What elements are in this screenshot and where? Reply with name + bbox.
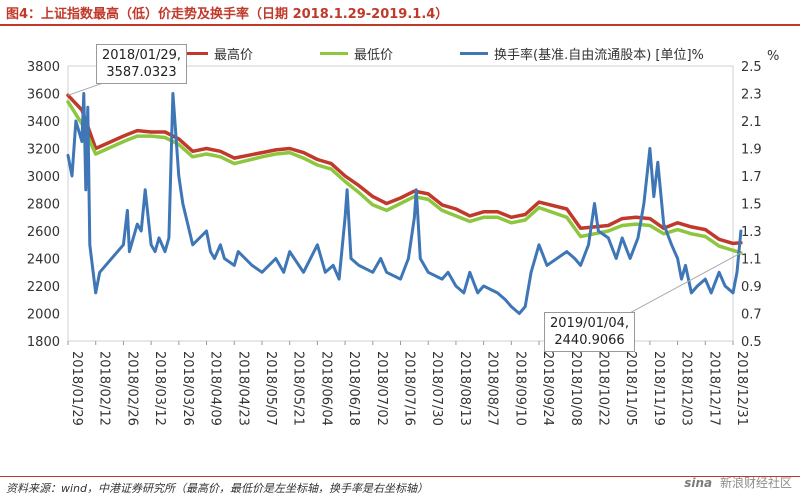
x-axis-tick-label: 2018/04/23	[235, 351, 250, 426]
left-axis-tick-label: 3800	[27, 60, 60, 75]
right-axis-tick-label: 2.3	[741, 88, 762, 103]
x-axis-tick-label: 2018/11/05	[623, 351, 638, 426]
legend-swatch-turnover	[460, 52, 488, 55]
max-callout: 2018/01/29, 3587.0323	[96, 44, 188, 84]
left-axis-tick-label: 3000	[27, 170, 60, 185]
legend-swatch-high	[180, 52, 208, 55]
x-axis-tick-label: 2018/12/03	[679, 351, 694, 426]
right-axis-tick-label: 1.1	[741, 253, 762, 268]
right-axis-tick-label: 0.9	[741, 280, 762, 295]
right-axis-tick-label: 2.1	[741, 115, 762, 130]
title-divider	[0, 24, 800, 26]
x-axis-tick-label: 2018/01/29	[69, 351, 84, 426]
x-axis-tick-label: 2018/11/19	[651, 351, 666, 426]
left-axis-tick-label: 2600	[27, 225, 60, 240]
source-note: 资料来源：wind，中港证券研究所（最高价，最低价是左坐标轴，换手率是右坐标轴）	[6, 482, 429, 495]
watermark: sina 新浪财经社区	[684, 474, 792, 491]
right-axis-tick-label: 1.5	[741, 198, 762, 213]
x-axis-tick-label: 2018/05/21	[291, 351, 306, 426]
series-line-turnover	[66, 92, 743, 315]
left-axis-tick-label: 3200	[27, 143, 60, 158]
x-axis-tick-label: 2018/10/22	[595, 351, 610, 426]
min-callout: 2019/01/04, 2440.9066	[544, 312, 636, 352]
max-callout-date: 2018/01/29,	[102, 48, 182, 63]
x-axis-tick-label: 2018/03/12	[152, 351, 167, 426]
x-axis-tick-label: 2018/03/26	[180, 351, 195, 426]
x-axis-tick-label: 2018/07/30	[429, 351, 444, 426]
x-axis-tick-label: 2018/05/07	[263, 351, 278, 426]
x-axis-tick-label: 2018/09/24	[540, 351, 555, 426]
right-axis-tick-label: 0.7	[741, 308, 762, 323]
right-axis-tick-label: 1.7	[741, 170, 762, 185]
x-axis-tick-label: 2018/06/04	[318, 351, 333, 426]
min-callout-leader	[627, 252, 742, 315]
legend-label-high: 最高价	[214, 48, 254, 63]
legend-item-turnover: 换手率(基准.自由流通股本) [单位]%	[460, 44, 704, 63]
x-axis-tick-label: 2018/08/27	[485, 351, 500, 426]
x-axis-tick-label: 2018/07/16	[402, 351, 417, 426]
min-callout-date: 2019/01/04,	[550, 316, 630, 331]
chart-title: 图4：上证指数最高（低）价走势及换手率（日期 2018.1.29-2019.1.…	[6, 7, 449, 22]
right-axis-tick-label: 1.3	[741, 225, 762, 240]
legend-item-low: 最低价	[320, 44, 393, 63]
x-axis-tick-label: 2018/02/12	[97, 351, 112, 426]
min-callout-value: 2440.9066	[554, 333, 625, 348]
left-axis-tick-label: 3400	[27, 115, 60, 130]
right-axis-tick-label: 2.5	[741, 60, 762, 75]
x-axis-tick-label: 2018/02/26	[124, 351, 139, 426]
x-axis-tick-label: 2018/09/10	[512, 351, 527, 426]
x-axis-tick-label: 2018/12/17	[706, 351, 721, 426]
x-axis-tick-label: 2018/07/02	[374, 351, 389, 426]
legend-item-high: 最高价	[180, 44, 253, 63]
max-callout-value: 3587.0323	[106, 65, 177, 80]
chart-frame: 1800 2000 2200 2400 2600 2800 3000 3200 3400 3600…	[8, 30, 794, 473]
x-axis-tick-label: 2018/12/31	[734, 351, 749, 426]
right-axis-unit-label: %	[767, 49, 779, 64]
watermark-text: 新浪财经社区	[719, 476, 792, 490]
legend-label-low: 最低价	[354, 48, 394, 63]
legend-label-turnover: 换手率(基准.自由流通股本) [单位]%	[494, 48, 704, 63]
left-axis-tick-label: 2200	[27, 280, 60, 295]
right-axis-tick-label: 1.9	[741, 143, 762, 158]
left-axis-tick-label: 2400	[27, 253, 60, 268]
legend-swatch-low	[320, 52, 348, 55]
footer-divider	[0, 476, 800, 477]
x-axis-tick-label: 2018/10/08	[568, 351, 583, 426]
left-axis-tick-label: 2800	[27, 198, 60, 213]
sina-logo-icon: sina	[684, 476, 713, 490]
x-axis-tick-label: 2018/06/18	[346, 351, 361, 426]
left-axis-tick-label: 2000	[27, 308, 60, 323]
left-axis-tick-label: 1800	[27, 335, 60, 350]
x-axis-tick-label: 2018/08/13	[457, 351, 472, 426]
chart-svg: 1800 2000 2200 2400 2600 2800 3000 3200 3400 3600…	[27, 49, 779, 426]
max-callout-leader	[67, 81, 107, 96]
x-axis-tick-label: 2018/04/09	[208, 351, 223, 426]
left-axis-tick-label: 3600	[27, 88, 60, 103]
right-axis-tick-label: 0.5	[741, 335, 762, 350]
